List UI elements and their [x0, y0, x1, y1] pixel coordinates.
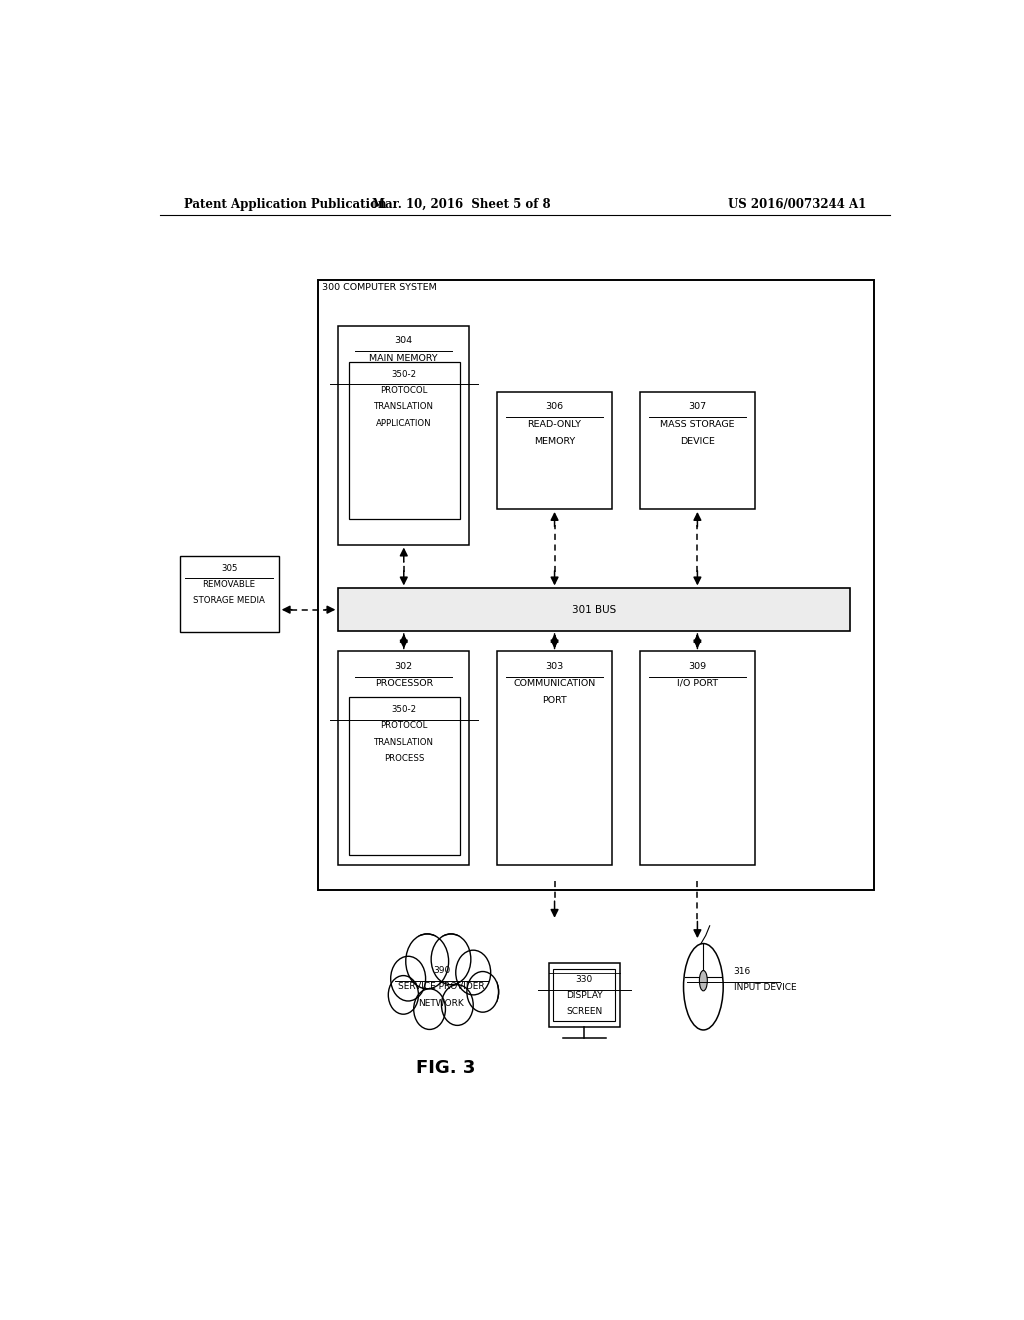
Circle shape: [441, 985, 473, 1026]
Text: SERVICE PROVIDER: SERVICE PROVIDER: [398, 982, 484, 991]
Text: 390: 390: [433, 966, 451, 975]
Text: MASS STORAGE: MASS STORAGE: [660, 420, 734, 429]
Text: TRANSLATION: TRANSLATION: [374, 403, 434, 412]
Text: NETWORK: NETWORK: [419, 998, 464, 1007]
Text: INPUT DEVICE: INPUT DEVICE: [733, 983, 796, 993]
Text: 306: 306: [546, 403, 563, 412]
Circle shape: [414, 989, 445, 1030]
Text: PORT: PORT: [542, 696, 567, 705]
Text: FIG. 3: FIG. 3: [416, 1059, 475, 1077]
Text: Patent Application Publication: Patent Application Publication: [183, 198, 386, 211]
Circle shape: [431, 935, 471, 985]
Text: 300 COMPUTER SYSTEM: 300 COMPUTER SYSTEM: [322, 284, 436, 293]
Text: READ-ONLY: READ-ONLY: [527, 420, 582, 429]
Text: 350-2: 350-2: [391, 370, 417, 379]
Text: REMOVABLE: REMOVABLE: [203, 581, 256, 589]
Bar: [348, 362, 460, 519]
Bar: [497, 651, 612, 865]
Text: 301 BUS: 301 BUS: [572, 605, 616, 615]
Text: MAIN MEMORY: MAIN MEMORY: [370, 354, 438, 363]
Text: PROTOCOL: PROTOCOL: [381, 722, 428, 730]
Text: PROTOCOL: PROTOCOL: [381, 385, 428, 395]
Bar: [553, 969, 615, 1022]
Bar: [318, 280, 873, 890]
Bar: [497, 392, 612, 510]
Bar: [386, 936, 497, 1032]
Text: 307: 307: [688, 403, 707, 412]
Text: I/O PORT: I/O PORT: [677, 678, 718, 688]
Text: 316: 316: [733, 968, 751, 977]
Text: DEVICE: DEVICE: [680, 437, 715, 446]
Bar: [179, 556, 279, 632]
Text: 330: 330: [575, 975, 593, 985]
Bar: [338, 651, 469, 865]
Text: 305: 305: [221, 564, 238, 573]
Bar: [640, 651, 755, 865]
Text: 304: 304: [394, 337, 413, 346]
Text: DISPLAY: DISPLAY: [566, 991, 603, 1001]
Text: SCREEN: SCREEN: [566, 1007, 602, 1016]
Bar: [640, 392, 755, 510]
Bar: [374, 921, 509, 1053]
Circle shape: [456, 950, 490, 995]
Circle shape: [391, 956, 426, 1001]
Text: MEMORY: MEMORY: [534, 437, 575, 446]
Circle shape: [467, 972, 499, 1012]
Text: 350-2: 350-2: [391, 705, 417, 714]
Bar: [338, 326, 469, 545]
Ellipse shape: [684, 944, 723, 1030]
Text: 309: 309: [688, 661, 707, 671]
Text: US 2016/0073244 A1: US 2016/0073244 A1: [728, 198, 866, 211]
Text: 302: 302: [394, 661, 413, 671]
Circle shape: [406, 935, 449, 989]
Bar: [348, 697, 460, 854]
Text: TRANSLATION: TRANSLATION: [374, 738, 434, 747]
Circle shape: [388, 975, 419, 1014]
Text: Mar. 10, 2016  Sheet 5 of 8: Mar. 10, 2016 Sheet 5 of 8: [372, 198, 551, 211]
Text: APPLICATION: APPLICATION: [377, 418, 432, 428]
Text: PROCESSOR: PROCESSOR: [375, 678, 433, 688]
Bar: [549, 964, 620, 1027]
Text: 303: 303: [546, 661, 563, 671]
Text: STORAGE MEDIA: STORAGE MEDIA: [194, 597, 265, 606]
Bar: [338, 589, 850, 631]
Ellipse shape: [699, 970, 708, 991]
Text: PROCESS: PROCESS: [384, 754, 424, 763]
Text: COMMUNICATION: COMMUNICATION: [513, 678, 596, 688]
